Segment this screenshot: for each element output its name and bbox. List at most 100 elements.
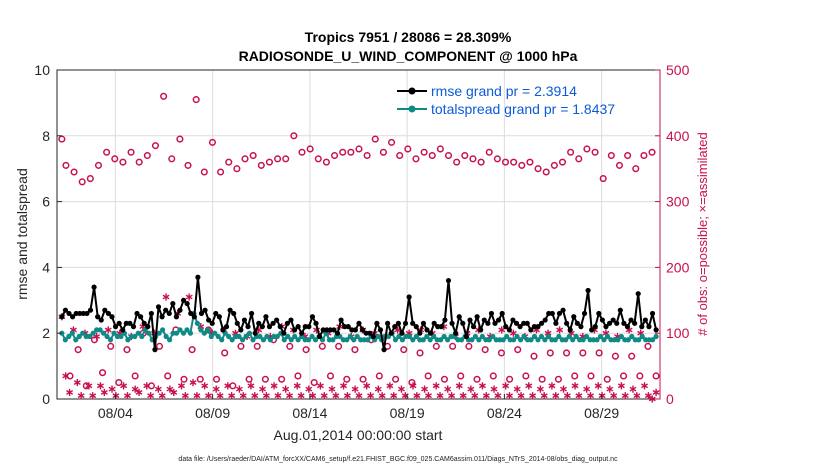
assimilated-point bbox=[432, 382, 440, 390]
totalspread-point bbox=[87, 333, 93, 340]
possible-point bbox=[473, 375, 481, 383]
totalspread-point bbox=[205, 327, 211, 333]
rmse-point bbox=[277, 324, 283, 330]
possible-point bbox=[526, 158, 534, 166]
possible-point bbox=[485, 148, 493, 156]
totalspread-point bbox=[198, 327, 204, 333]
totalspread-point bbox=[438, 337, 444, 343]
assimilated-point bbox=[448, 392, 456, 400]
assimilated-point bbox=[77, 392, 85, 400]
legend: rmse grand pr = 2.3914 totalspread grand… bbox=[397, 83, 615, 117]
assimilated-point bbox=[459, 392, 467, 400]
assimilated-point bbox=[328, 385, 336, 393]
rmse-point bbox=[163, 307, 169, 313]
possible-point bbox=[400, 346, 408, 354]
rmse-point bbox=[385, 320, 391, 326]
rmse-point bbox=[334, 330, 341, 336]
assimilated-point bbox=[235, 385, 243, 393]
rmse-point bbox=[449, 320, 455, 326]
assimilated-point bbox=[529, 392, 537, 400]
totalspread-point bbox=[594, 337, 600, 343]
rmse-point bbox=[345, 324, 351, 330]
possible-point bbox=[583, 145, 591, 153]
totalspread-point bbox=[354, 333, 360, 340]
totalspread-point bbox=[427, 337, 433, 343]
rmse-point bbox=[145, 324, 151, 330]
rmse-point bbox=[95, 314, 101, 320]
rmse-point bbox=[381, 347, 387, 353]
totalspread-point bbox=[281, 337, 287, 343]
possible-point bbox=[599, 175, 607, 183]
rmse-point bbox=[324, 327, 330, 333]
possible-point bbox=[497, 349, 505, 357]
totalspread-point bbox=[584, 333, 590, 340]
possible-point bbox=[440, 375, 449, 383]
rmse-point bbox=[646, 324, 652, 330]
rmse-point bbox=[531, 324, 537, 330]
assimilated-point bbox=[506, 392, 513, 400]
rmse-point bbox=[589, 327, 595, 333]
totalspread-point bbox=[177, 327, 183, 333]
assimilated-point bbox=[536, 385, 544, 393]
totalspread-point bbox=[545, 333, 551, 340]
rmse-point bbox=[521, 320, 527, 326]
possible-point bbox=[530, 352, 538, 360]
possible-point bbox=[396, 151, 404, 160]
possible-point bbox=[208, 138, 217, 146]
totalspread-point bbox=[504, 333, 510, 340]
rmse-point bbox=[431, 320, 437, 326]
assimilated-point bbox=[212, 385, 220, 393]
totalspread-point bbox=[160, 327, 166, 333]
y-tick-label-right: 0 bbox=[666, 391, 674, 407]
rmse-point bbox=[123, 320, 129, 326]
possible-point bbox=[648, 148, 656, 156]
assimilated-point bbox=[205, 392, 212, 400]
assimilated-point bbox=[100, 388, 108, 397]
rmse-point bbox=[467, 317, 473, 323]
assimilated-point bbox=[363, 382, 371, 390]
possible-point bbox=[257, 161, 265, 169]
possible-point bbox=[567, 148, 575, 156]
possible-point bbox=[274, 155, 282, 163]
totalspread-point bbox=[344, 337, 350, 343]
assimilated-point bbox=[166, 385, 174, 393]
rmse-point bbox=[252, 330, 258, 336]
possible-point bbox=[94, 161, 103, 169]
assimilated-point bbox=[525, 382, 533, 390]
totalspread-point bbox=[573, 333, 579, 340]
rmse-point bbox=[148, 310, 154, 317]
totalspread-point bbox=[118, 333, 124, 340]
possible-point bbox=[322, 158, 330, 166]
possible-point bbox=[164, 372, 172, 380]
totalspread-point bbox=[76, 333, 82, 340]
assimilated-point bbox=[498, 326, 506, 334]
totalspread-point bbox=[215, 333, 221, 340]
legend-totalspread-label: totalspread grand pr = 1.8437 bbox=[431, 101, 615, 117]
rmse-point bbox=[632, 320, 638, 326]
totalspread-point bbox=[556, 333, 562, 340]
rmse-point bbox=[352, 327, 359, 333]
possible-point bbox=[489, 372, 497, 380]
possible-point bbox=[135, 158, 143, 166]
totalspread-point bbox=[420, 337, 426, 343]
possible-point bbox=[481, 346, 489, 354]
rmse-point bbox=[495, 317, 502, 323]
rmse-point bbox=[592, 324, 598, 330]
rmse-point bbox=[453, 330, 459, 336]
possible-point bbox=[314, 155, 322, 163]
assimilated-point bbox=[421, 385, 429, 393]
possible-point bbox=[78, 178, 86, 186]
rmse-point bbox=[234, 320, 240, 326]
y-axis-right: 0 100 200 300 400 500 bbox=[655, 62, 690, 407]
totalspread-point bbox=[413, 333, 419, 340]
possible-point bbox=[200, 168, 208, 176]
assimilated-point bbox=[343, 392, 351, 400]
possible-point bbox=[225, 158, 233, 166]
possible-point bbox=[155, 342, 164, 350]
x-axis-label: Aug.01,2014 00:00:00 start bbox=[274, 427, 443, 443]
possible-point bbox=[286, 342, 294, 350]
assimilated-point bbox=[309, 392, 317, 400]
assimilated-point bbox=[96, 382, 104, 390]
rmse-point bbox=[485, 320, 491, 326]
assimilated-point bbox=[621, 392, 629, 400]
